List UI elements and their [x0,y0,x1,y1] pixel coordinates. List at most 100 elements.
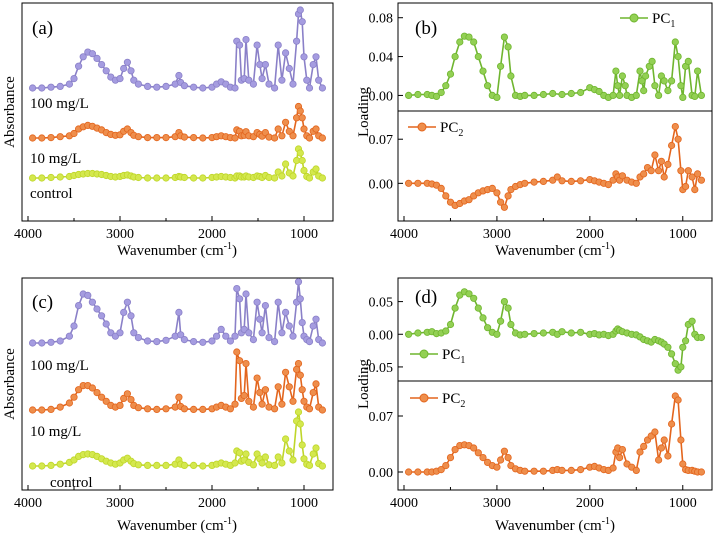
series-100-mg-l-point [175,71,183,80]
panel-c-ylabel: Absorbance [2,348,18,420]
series-control-point [199,174,207,182]
series-100-mg-l-point [296,6,304,14]
series-control-point [236,449,244,457]
panel-d-legend-pc2: PC2 [410,391,465,410]
series-10-mg-l-point [289,132,297,140]
series-100-mg-l-point [190,337,198,346]
series-10-mg-l-point [153,405,161,413]
series-100-mg-l-point [79,53,87,61]
x-tick-label: 3000 [483,496,511,511]
series-pc2-point [681,182,690,191]
series-10-mg-l-point [274,125,282,133]
x-tick-label: 4000 [390,496,418,511]
series-pc1-point [404,91,413,100]
series-pc1-point [442,327,450,335]
series-10-mg-l-point [309,388,317,397]
series-pc1-point [432,92,441,101]
series-pc1-point [679,93,687,102]
series-100-mg-l-point [123,298,132,306]
series-100-mg-l-point [258,329,266,337]
series-100-mg-l-point [177,331,185,339]
series-100-mg-l-point [274,298,282,306]
series-100-mg-l-point [199,84,207,92]
series-10-mg-l-point [38,406,46,414]
series-pc2-point [609,464,617,472]
series-pc1-point [530,329,538,338]
series-100-mg-l-point [28,84,37,92]
series-100-mg-l-point [294,278,303,286]
series-100-mg-l-point [116,75,124,83]
series-pc2-point [539,467,548,475]
series-10-mg-l-point [65,399,74,407]
series-100-mg-l-point [242,35,250,44]
series-10-mg-l-point [175,393,183,401]
series-control-point [162,461,170,469]
series-10-mg-l-point [312,380,320,388]
series-100-mg-l-point [98,60,106,69]
series-control-point [278,172,286,180]
series-control-point [144,461,152,469]
series-pc2-point [632,179,640,187]
series-pc2-point [553,173,561,181]
series-10-mg-l-point [153,134,161,142]
series-100-mg-l-point [318,339,326,347]
panel-b-legend-pc2-marker [417,122,427,132]
series-pc1-point [697,91,706,100]
series-pc2-point [493,463,501,471]
series-100-mg-l-point [130,329,138,337]
series-pc2-point [640,442,648,450]
x-tick-label: 4000 [390,227,418,242]
y-tick-label: 0.07 [369,410,394,425]
series-10-mg-l-point [98,393,106,401]
series-10-mg-l-point [199,134,207,142]
series-pc1-point [500,297,508,306]
series-pc2-point [679,460,687,468]
series-10-mg-l-point [190,405,198,413]
x-tick-label: 2000 [198,496,226,511]
series-control-point [261,453,269,461]
panel-d: 4000 3000 2000 1000 0.050.00-0.05 0.000.07 … [356,277,713,534]
series-pc1-point [493,93,501,102]
series-pc2-point [493,189,501,197]
series-pc1-point [671,360,679,368]
panel-a-legend-100: 100 mg/L [30,96,89,112]
series-pc1-point [667,350,676,358]
series-pc1-point [664,343,672,351]
series-100-mg-l-point [312,53,320,61]
series-10-mg-l-point [298,114,306,122]
series-pc2-point [558,177,566,185]
series-100-mg-l-point [249,335,257,344]
series-100-mg-l-point [278,76,286,84]
series-pc2-point [496,198,505,206]
series-10-mg-l-point [88,384,97,392]
series-10-mg-l-point [199,405,207,413]
series-pc2-point [677,167,685,175]
y-tick-label: 0.08 [369,12,394,27]
series-pc1-point [539,329,548,337]
series-100-mg-l-point [70,322,78,330]
series-control-point [305,174,314,182]
series-pc1-line [408,35,703,99]
series-pc1-point [437,88,445,97]
series-10-mg-l-point [253,374,261,382]
series-10-mg-l-point [270,405,279,413]
series-pc1-point [470,38,478,46]
series-pc1-point [621,82,629,90]
series-10-mg-l-point [102,397,110,405]
series-10-mg-l-point [298,386,306,394]
series-control-point [278,459,286,467]
series-100-mg-l-point [278,329,286,337]
series-control-point [309,450,317,458]
series-100-mg-l-point [245,76,253,84]
series-control-point [180,173,188,182]
series-100-mg-l-point [162,336,170,344]
series-pc1-point [638,77,646,85]
series-pc1-point [496,317,505,325]
series-pc2-point [521,467,529,475]
series-pc1-point [667,77,676,85]
series-pc1-point [496,62,505,70]
series-pc1-point [465,33,473,41]
series-100-mg-l-point [236,295,244,303]
panel-a-ylabel: Absorbance [2,76,18,148]
series-10-mg-l-point [47,405,55,413]
